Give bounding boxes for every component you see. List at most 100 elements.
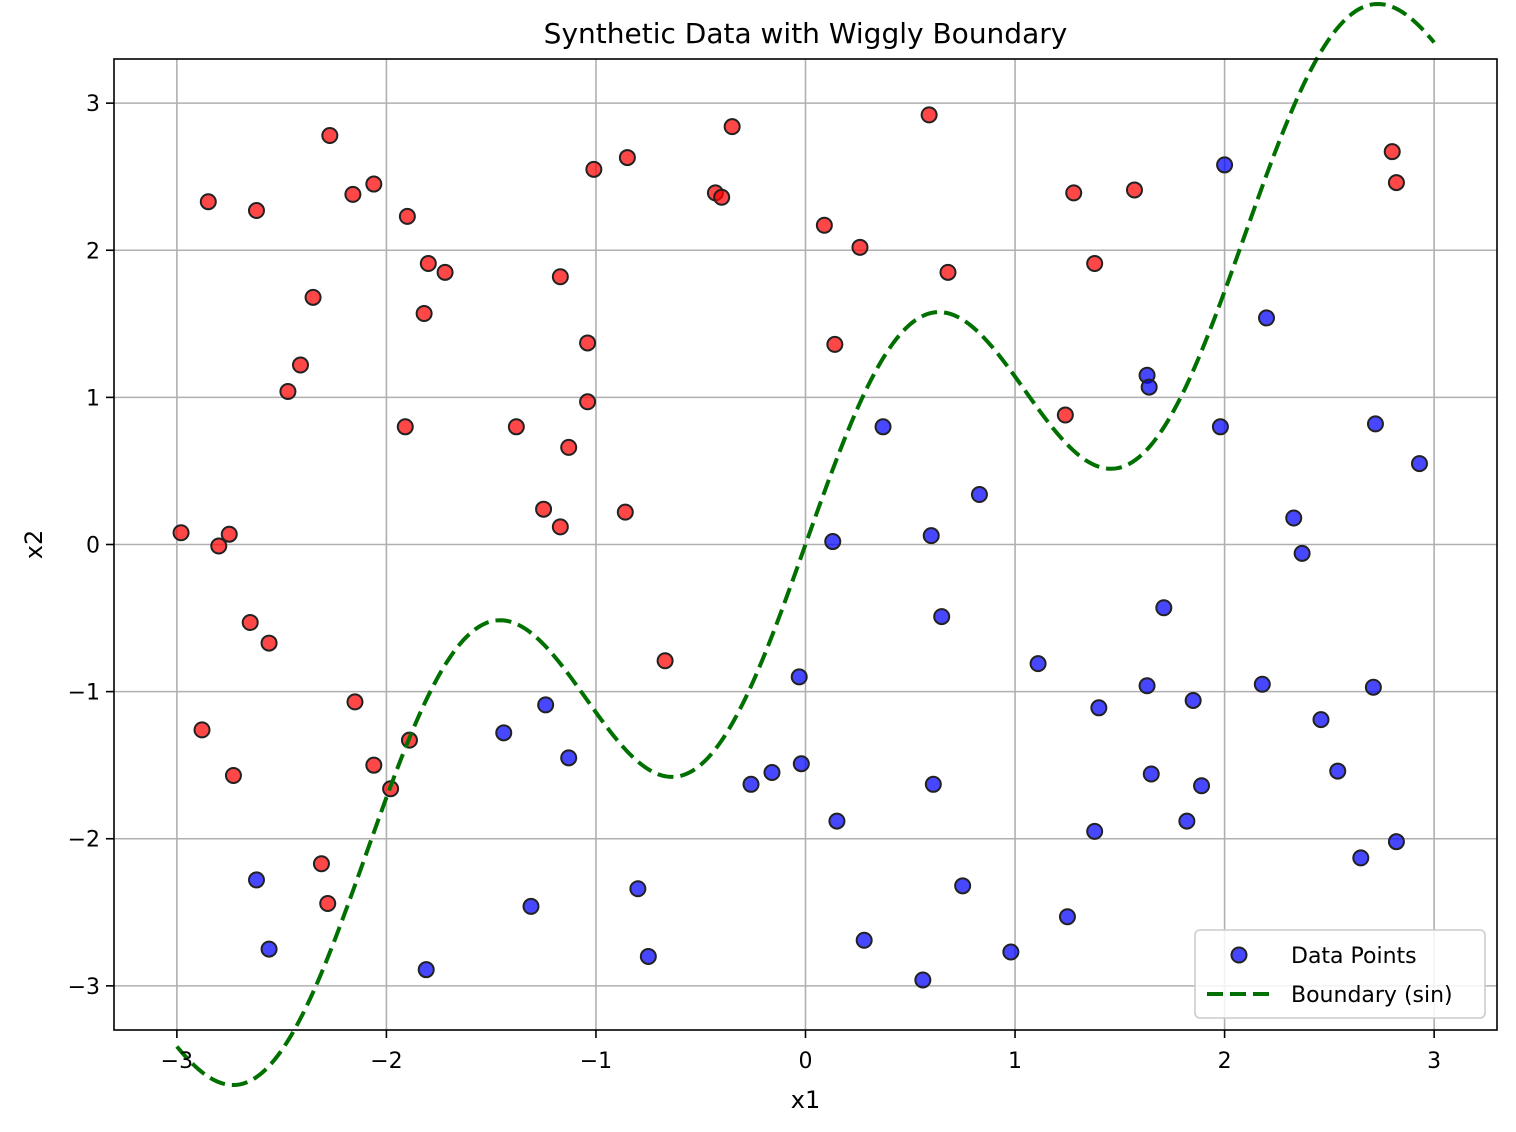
data-point-red xyxy=(616,503,634,521)
data-point-red xyxy=(321,127,339,145)
data-point-blue xyxy=(763,764,781,782)
y-tick-label: 3 xyxy=(86,92,100,117)
data-point-blue xyxy=(417,961,435,979)
data-point-red xyxy=(618,149,636,167)
data-point-blue xyxy=(522,897,540,915)
y-tick-label: 1 xyxy=(86,386,100,411)
data-point-blue xyxy=(1364,678,1382,696)
data-point-red xyxy=(551,518,569,536)
data-point-red xyxy=(260,634,278,652)
data-point-blue xyxy=(914,971,932,989)
data-point-red xyxy=(398,207,416,225)
data-point-blue xyxy=(1090,699,1108,717)
data-point-blue xyxy=(1312,711,1330,729)
data-point-red xyxy=(419,254,437,272)
chart-title: Synthetic Data with Wiggly Boundary xyxy=(544,17,1068,50)
x-tick-label: −1 xyxy=(580,1049,612,1074)
x-tick-label: 2 xyxy=(1218,1049,1232,1074)
data-point-blue xyxy=(1329,762,1347,780)
data-point-red xyxy=(291,356,309,374)
data-point-red xyxy=(241,613,259,631)
data-point-blue xyxy=(1029,655,1047,673)
y-tick-label: −2 xyxy=(68,828,100,853)
data-point-red xyxy=(344,185,362,203)
data-point-red xyxy=(365,756,383,774)
data-point-blue xyxy=(954,877,972,895)
data-point-red xyxy=(1056,406,1074,424)
legend-label-boundary: Boundary (sin) xyxy=(1291,983,1453,1008)
data-point-blue xyxy=(1352,849,1370,867)
x-axis-label: x1 xyxy=(791,1086,820,1114)
data-point-red xyxy=(396,418,414,436)
data-point-red xyxy=(279,382,297,400)
data-point-red xyxy=(560,438,578,456)
data-point-red xyxy=(220,525,238,543)
data-point-red xyxy=(1387,174,1405,192)
axis-ticks: −3 −2 −1 0 1 2 3 −3 −2 −1 0 1 2 3 xyxy=(68,92,1442,1074)
data-point-red xyxy=(1125,181,1143,199)
data-point-blue xyxy=(874,418,892,436)
data-point-red xyxy=(172,524,190,542)
data-point-blue xyxy=(1058,908,1076,926)
data-point-red xyxy=(365,175,383,193)
data-point-red xyxy=(312,855,330,873)
data-point-red xyxy=(210,537,228,555)
data-point-blue xyxy=(1293,544,1311,562)
data-point-blue xyxy=(537,696,555,714)
data-point-blue xyxy=(560,749,578,767)
data-point-blue xyxy=(1138,677,1156,695)
data-point-red xyxy=(507,418,525,436)
data-point-red xyxy=(585,160,603,178)
data-point-red xyxy=(579,393,597,411)
data-point-red xyxy=(535,500,553,518)
data-point-red xyxy=(1383,143,1401,161)
data-point-blue xyxy=(792,755,810,773)
y-axis-label: x2 xyxy=(20,530,48,559)
data-point-red xyxy=(415,305,433,323)
data-point-red xyxy=(939,263,957,281)
data-point-red xyxy=(551,268,569,286)
y-tick-label: −3 xyxy=(68,975,100,1000)
data-point-red xyxy=(193,721,211,739)
data-point-red xyxy=(346,693,364,711)
data-point-red xyxy=(1086,254,1104,272)
data-point-blue xyxy=(924,775,942,793)
data-point-blue xyxy=(933,608,951,626)
data-point-blue xyxy=(970,485,988,503)
boundary-line xyxy=(175,1,1436,1088)
data-point-red xyxy=(851,238,869,256)
data-point-blue xyxy=(790,668,808,686)
data-point-red xyxy=(815,216,833,234)
data-point-red xyxy=(656,652,674,670)
scatter-points xyxy=(172,106,1428,989)
data-point-blue xyxy=(1140,378,1158,396)
data-point-red xyxy=(199,193,217,211)
x-tick-label: 3 xyxy=(1427,1049,1441,1074)
y-tick-label: 2 xyxy=(86,239,100,264)
data-point-red xyxy=(1065,184,1083,202)
data-point-blue xyxy=(1258,309,1275,327)
y-tick-label: −1 xyxy=(68,681,100,706)
data-point-blue xyxy=(855,931,873,949)
data-point-blue xyxy=(922,527,940,545)
legend-marker-data-points xyxy=(1230,946,1248,964)
data-point-blue xyxy=(1216,156,1234,174)
data-point-blue xyxy=(1155,599,1173,617)
data-point-blue xyxy=(1193,777,1211,795)
legend: Data Points Boundary (sin) xyxy=(1194,929,1486,1019)
data-point-red xyxy=(319,894,337,912)
data-point-red xyxy=(224,766,242,784)
data-point-blue xyxy=(1142,765,1160,783)
data-point-red xyxy=(713,188,731,206)
data-point-blue xyxy=(1184,691,1202,709)
data-point-blue xyxy=(1285,509,1303,527)
data-point-blue xyxy=(639,947,657,965)
data-point-blue xyxy=(828,812,846,830)
data-point-blue xyxy=(1178,812,1196,830)
data-point-red xyxy=(436,263,454,281)
data-point-blue xyxy=(1410,455,1428,473)
data-point-red xyxy=(304,288,322,306)
data-point-blue xyxy=(1211,418,1229,436)
data-point-blue xyxy=(247,871,265,889)
